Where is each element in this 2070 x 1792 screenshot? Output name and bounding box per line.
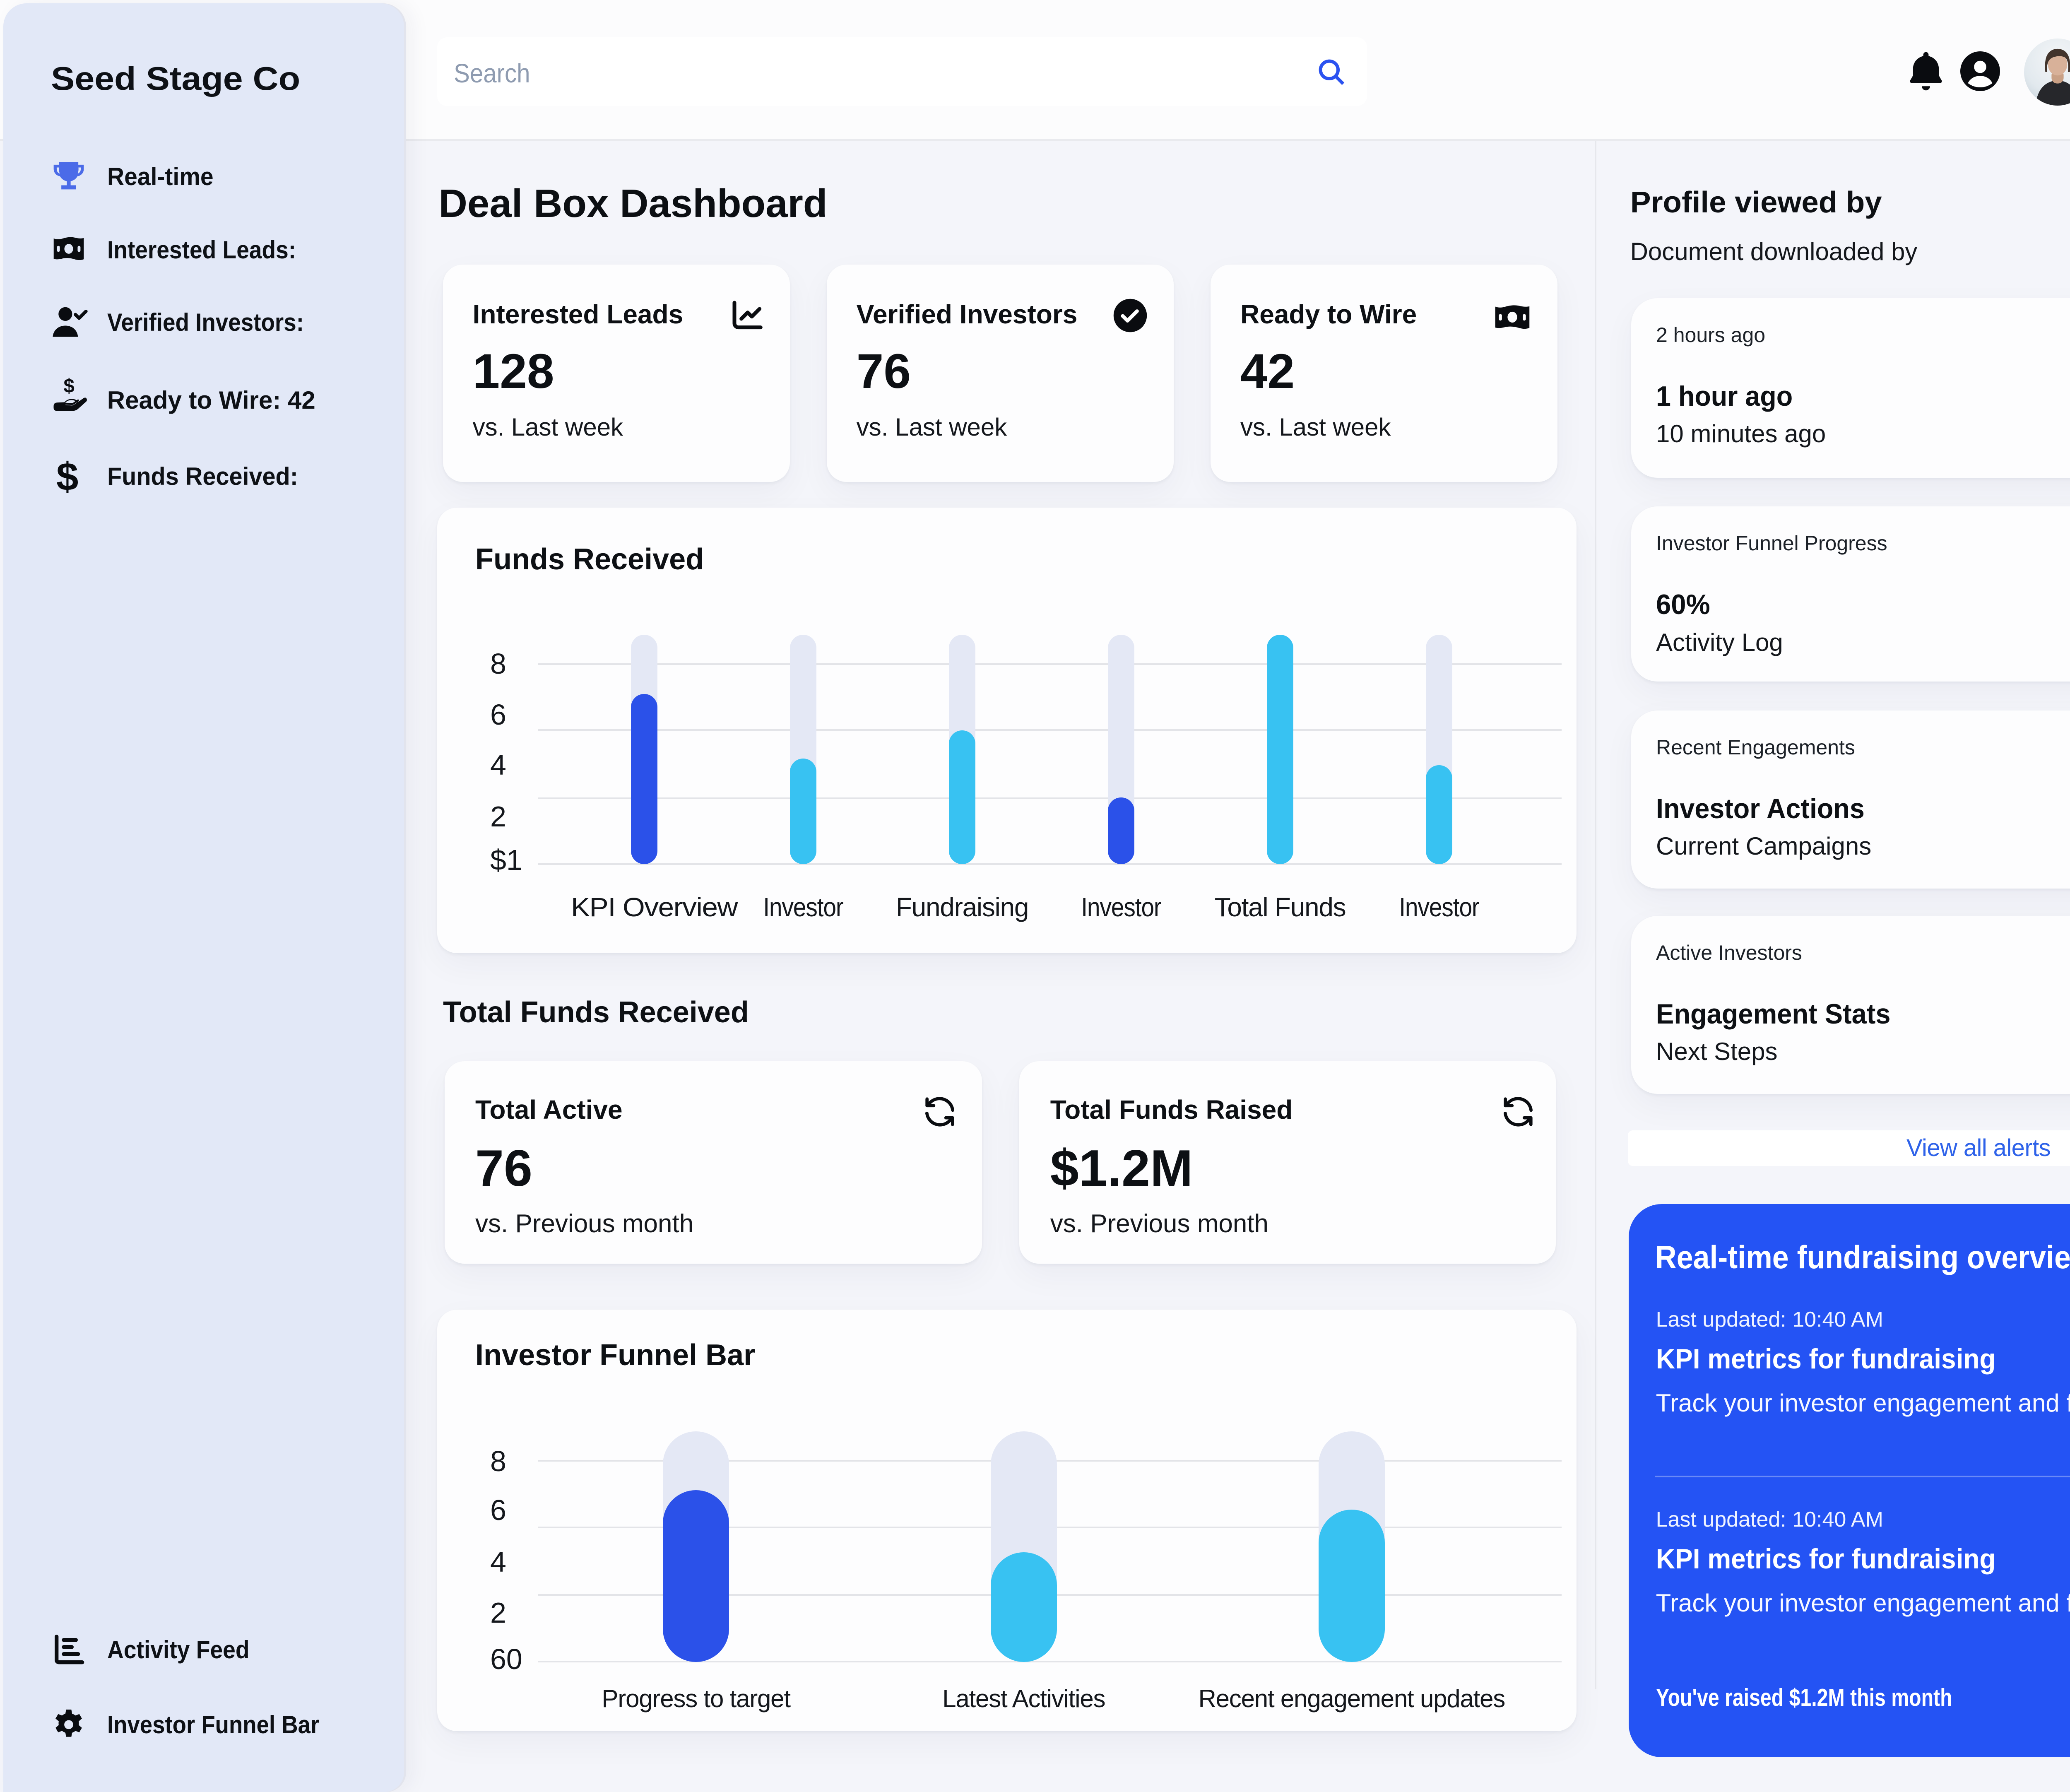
svg-text:$: $ [63,378,74,397]
